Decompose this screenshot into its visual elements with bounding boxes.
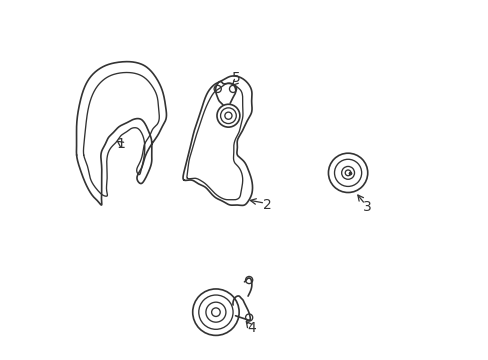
Text: 1: 1 — [117, 137, 125, 151]
Text: 4: 4 — [247, 321, 256, 335]
Text: 3: 3 — [363, 200, 371, 214]
Text: 5: 5 — [232, 71, 241, 85]
Text: 2: 2 — [263, 198, 271, 212]
